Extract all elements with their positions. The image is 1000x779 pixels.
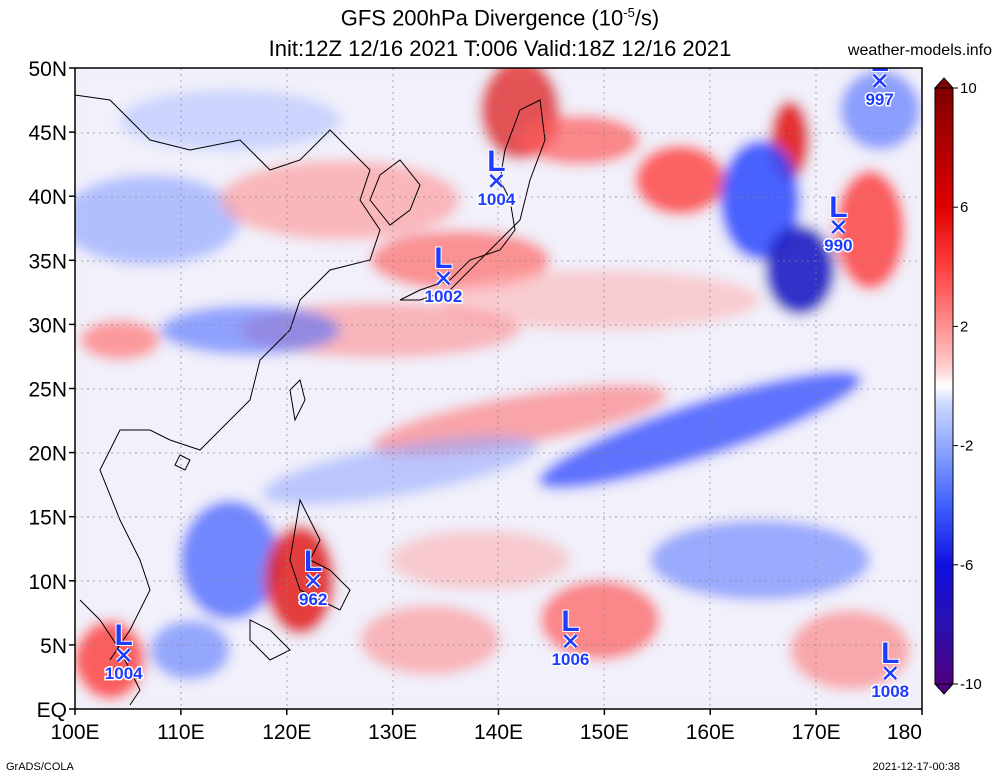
colorbar-tick-label: -2: [960, 438, 973, 455]
colorbar-tick-label: -10: [960, 676, 982, 693]
site-credit: weather-models.info: [847, 42, 992, 59]
lon-tick-label: 160E: [686, 721, 735, 744]
low-pressure-label: 997: [865, 90, 893, 109]
lat-tick-label: EQ: [37, 699, 67, 722]
lon-tick-label: 140E: [474, 721, 523, 744]
colorbar-tick-label: 6: [960, 199, 968, 216]
low-letter: L: [870, 45, 888, 78]
low-center-x-icon: [883, 666, 898, 680]
low-pressure-label: 1002: [425, 287, 463, 306]
low-center-x-icon: [831, 220, 846, 234]
lat-tick-label: 15N: [28, 507, 67, 530]
low-letter: L: [115, 619, 133, 652]
low-marker: L 1004: [103, 618, 144, 685]
low-marker: L 1004: [476, 144, 517, 211]
low-marker: L 1008: [870, 636, 911, 703]
lat-tick-label: 50N: [28, 58, 67, 81]
low-marker: L 997: [864, 45, 895, 110]
colorbar-tick-label: 2: [960, 318, 968, 335]
lat-tick-label: 45N: [28, 122, 67, 145]
low-letter: L: [561, 605, 579, 638]
low-pressure-label: 1006: [552, 650, 590, 669]
colorbar-tick-label: -6: [960, 557, 973, 574]
lon-tick-label: 100E: [50, 721, 99, 744]
low-center-x-icon: [116, 648, 131, 663]
lon-tick-label: 170E: [792, 721, 841, 744]
low-letter: L: [829, 191, 847, 224]
latitude-axis: 50N 45N 40N 35N 30N 25N 20N 15N 10N 5N EQ: [28, 58, 75, 722]
low-pressure-label: 1008: [871, 682, 909, 701]
lon-tick-label: 180: [887, 721, 922, 744]
low-pressure-label: 1004: [477, 190, 515, 209]
low-center-x-icon: [436, 271, 451, 286]
low-letter: L: [881, 637, 899, 670]
low-letter: L: [434, 242, 452, 275]
low-center-x-icon: [306, 573, 321, 588]
lat-tick-label: 30N: [28, 314, 67, 337]
low-center-x-icon: [563, 634, 578, 648]
low-marker: L 1006: [550, 604, 591, 671]
lon-tick-label: 130E: [368, 721, 417, 744]
colorbar-max-arrow: [933, 77, 955, 89]
low-center-x-icon: [872, 73, 887, 88]
low-letter: L: [487, 145, 505, 178]
lon-tick-label: 120E: [262, 721, 311, 744]
low-pressure-label: 990: [824, 236, 852, 255]
divergence-field: L 1004 L 1002 L 990 L 997 L 962 L 1006 L 1004 L 1008: [75, 45, 922, 709]
colorbar: 10 6 2 -2 -6 -10: [933, 77, 982, 695]
lat-tick-label: 10N: [28, 571, 67, 594]
lat-tick-label: 5N: [40, 635, 67, 658]
map-gridlines: [75, 68, 922, 709]
generation-timestamp: 2021-12-17-00:38: [872, 761, 960, 773]
lat-tick-label: 20N: [28, 443, 67, 466]
low-marker: L 1002: [423, 241, 464, 308]
lat-tick-label: 35N: [28, 250, 67, 273]
lon-tick-label: 110E: [157, 721, 205, 744]
lat-tick-label: 25N: [28, 379, 67, 402]
low-pressure-markers: L 1004 L 1002 L 990 L 997 L 962 L 1006 L 1004 L 1008: [103, 45, 911, 703]
low-center-x-icon: [489, 173, 504, 188]
lon-tick-label: 150E: [580, 721, 629, 744]
map-subtitle: Init:12Z 12/16 2021 T:006 Valid:18Z 12/1…: [268, 36, 732, 61]
low-pressure-label: 962: [299, 590, 327, 609]
colorbar-scale: [934, 87, 954, 685]
low-pressure-label: 1004: [105, 664, 143, 683]
longitude-axis: 100E 110E 120E 130E 140E 150E 160E 170E 180: [50, 709, 923, 744]
low-letter: L: [304, 545, 322, 578]
colorbar-tick-label: 10: [960, 80, 977, 97]
low-marker: L 962: [298, 544, 329, 611]
software-credit: GrADS/COLA: [6, 761, 74, 773]
low-marker: L 990: [823, 190, 854, 257]
map-title: GFS 200hPa Divergence (10-5/s): [340, 5, 660, 31]
colorbar-min-arrow: [933, 683, 955, 695]
lat-tick-label: 40N: [28, 186, 67, 209]
